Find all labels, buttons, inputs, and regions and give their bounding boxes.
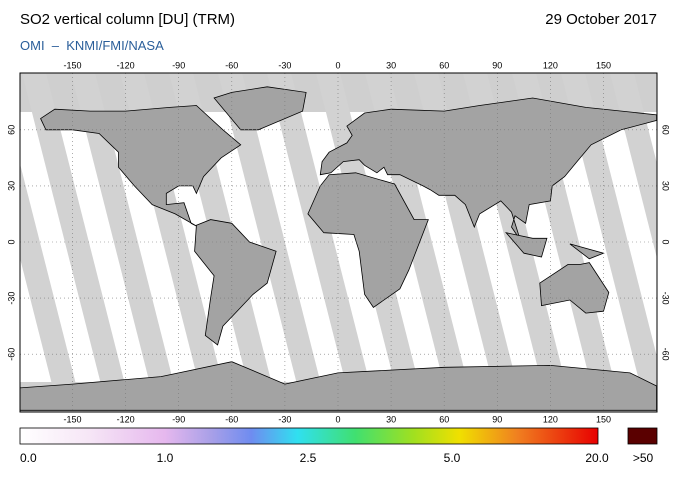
- lon-tick-label: 60: [439, 414, 449, 424]
- lon-tick-label: 30: [386, 414, 396, 424]
- landmass: [40, 105, 242, 228]
- lon-tick-label: 150: [596, 414, 611, 424]
- lon-tick-label: 90: [492, 60, 502, 70]
- lon-tick-label: 30: [386, 60, 396, 70]
- lat-tick-label: 30: [6, 181, 16, 191]
- lon-tick-label: 0: [335, 60, 340, 70]
- lon-tick-label: -150: [63, 414, 81, 424]
- title: SO2 vertical column [DU] (TRM): [20, 11, 235, 28]
- colorbar-label: 1.0: [157, 451, 174, 465]
- lon-tick-label: 90: [492, 414, 502, 424]
- source: OMI – KNMI/FMI/NASA: [20, 38, 164, 53]
- landmass: [539, 262, 610, 314]
- lat-tick-label: 60: [6, 125, 16, 135]
- colorbar-label: 20.0: [585, 451, 609, 465]
- colorbar: [19, 427, 599, 445]
- lon-tick-label: -150: [63, 60, 81, 70]
- colorbar-label: 2.5: [300, 451, 317, 465]
- orbit-swath: [20, 163, 83, 412]
- landmass: [213, 86, 307, 131]
- colorbar-label: 5.0: [444, 451, 461, 465]
- colorbar-label: 0.0: [20, 451, 37, 465]
- lon-tick-label: -30: [278, 414, 291, 424]
- date: 29 October 2017: [545, 11, 657, 28]
- landmass: [505, 232, 548, 258]
- lon-tick-label: -90: [172, 60, 185, 70]
- lat-tick-label: -60: [6, 348, 16, 361]
- lat-tick-label: 30: [661, 181, 671, 191]
- lon-tick-label: -30: [278, 60, 291, 70]
- map: [20, 73, 657, 412]
- lon-tick-label: 120: [543, 60, 558, 70]
- lon-tick-label: -90: [172, 414, 185, 424]
- landmass: [569, 243, 605, 260]
- lat-tick-label: 0: [661, 239, 671, 244]
- lon-tick-label: -60: [225, 414, 238, 424]
- colorbar-overflow: [627, 427, 658, 445]
- lat-tick-label: 60: [661, 125, 671, 135]
- map-frame: [19, 72, 658, 413]
- lat-tick-label: -60: [661, 348, 671, 361]
- orbit-swath: [71, 73, 181, 412]
- lat-tick-label: 0: [6, 239, 16, 244]
- orbit-swath: [267, 73, 377, 412]
- lat-tick-label: -30: [661, 292, 671, 305]
- lon-tick-label: -120: [117, 414, 135, 424]
- orbit-swath: [22, 73, 132, 412]
- lat-tick-label: -30: [6, 292, 16, 305]
- landmass: [194, 219, 277, 346]
- lon-tick-label: -60: [225, 60, 238, 70]
- orbit-swath: [561, 73, 657, 412]
- lon-tick-label: 120: [543, 414, 558, 424]
- landmass: [307, 172, 429, 308]
- colorbar-overflow-label: >50: [633, 451, 654, 465]
- lon-tick-label: 150: [596, 60, 611, 70]
- lon-tick-label: 60: [439, 60, 449, 70]
- lon-tick-label: 0: [335, 414, 340, 424]
- lon-tick-label: -120: [117, 60, 135, 70]
- orbit-swath: [218, 73, 328, 412]
